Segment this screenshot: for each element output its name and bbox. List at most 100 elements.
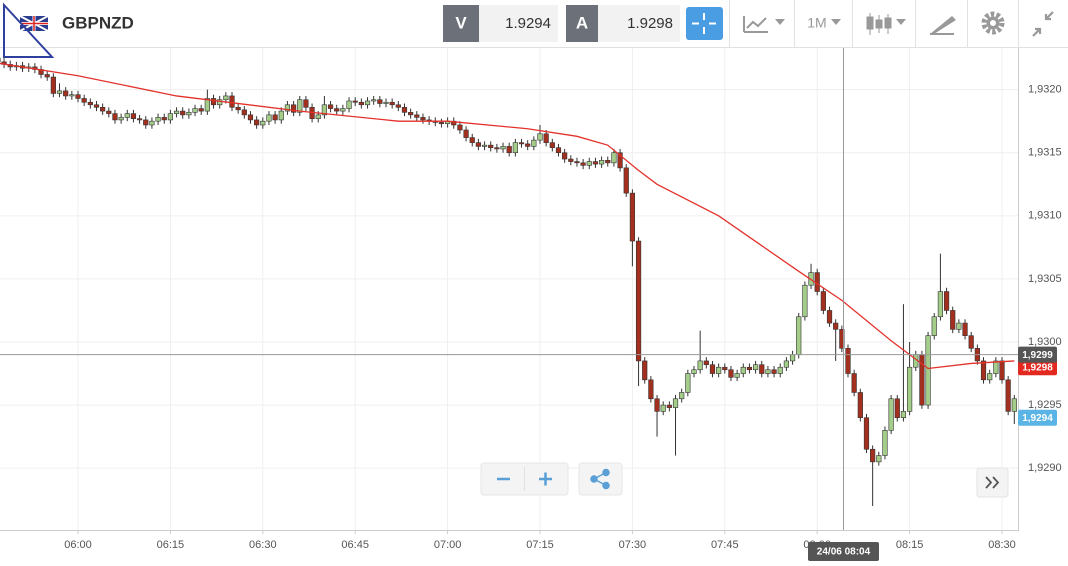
collapse-button[interactable]: [1032, 11, 1054, 37]
settings-button[interactable]: [981, 11, 1005, 35]
candle-body: [481, 144, 488, 147]
scroll-latest-button[interactable]: [976, 467, 1009, 498]
candle-body: [254, 119, 260, 126]
x-tick-label: 06:00: [64, 539, 92, 551]
crosshair-time: 24/06 08:04: [817, 547, 871, 558]
y-tick-label: 1,9300: [1028, 336, 1062, 348]
candle-body: [728, 369, 734, 378]
candle-body: [457, 124, 463, 131]
candle-body: [906, 366, 913, 412]
candle-body: [740, 366, 746, 374]
candle-body: [44, 74, 50, 78]
candle-body: [586, 161, 592, 166]
candle-body: [124, 113, 130, 118]
drawing-triangle[interactable]: [3, 2, 55, 58]
candle-body: [414, 114, 420, 118]
candle-body: [463, 129, 469, 138]
candle-body: [100, 107, 106, 112]
candle-body: [266, 114, 272, 122]
candle-body: [50, 76, 56, 94]
candle-body: [870, 448, 876, 463]
candle-body: [802, 284, 808, 318]
zoom-controls: [480, 462, 623, 496]
price-tag-label: 1,9299: [1022, 350, 1053, 361]
candle-body: [987, 373, 993, 381]
draw-tool-button[interactable]: [930, 16, 956, 35]
candle-body: [562, 152, 568, 160]
candle-body: [660, 404, 666, 412]
candle-body: [112, 113, 118, 121]
candle-body: [537, 133, 543, 141]
x-tick-label: 06:15: [157, 539, 185, 551]
candle-body: [284, 104, 291, 112]
share-button[interactable]: [578, 462, 623, 496]
candle-body: [438, 122, 445, 125]
candle-body: [765, 369, 771, 374]
candle-body: [106, 110, 112, 114]
candle-body: [389, 101, 395, 106]
bid-box[interactable]: V 1.9294: [443, 5, 558, 42]
candle-body: [290, 104, 297, 113]
ask-label: A: [576, 13, 588, 32]
candle-body: [235, 107, 241, 111]
candle-body: [629, 192, 635, 242]
candle-body: [512, 142, 518, 154]
y-tick-label: 1,9295: [1028, 399, 1062, 411]
candle-body: [574, 161, 580, 164]
ask-box[interactable]: A 1.9298: [566, 5, 680, 42]
candle-body: [617, 152, 623, 169]
candle-body: [962, 322, 968, 336]
bid-price: 1.9294: [505, 15, 551, 32]
candle-body: [143, 119, 149, 126]
zoom-in[interactable]: [539, 472, 552, 486]
candle-body: [999, 360, 1005, 381]
candle-body: [1011, 398, 1017, 412]
candle-body: [223, 95, 229, 101]
x-tick-label: 08:15: [896, 539, 924, 551]
timeframe-button[interactable]: 1M: [807, 15, 841, 31]
candle-body: [155, 117, 161, 122]
plot-area: [0, 48, 1018, 530]
candle-body: [358, 101, 364, 106]
candle-body: [580, 162, 586, 166]
candle-body: [734, 373, 740, 378]
candle-body: [796, 316, 802, 355]
candle-body: [531, 139, 537, 147]
candle-body: [395, 104, 401, 108]
candle-body: [839, 329, 845, 349]
candle-body: [247, 114, 254, 121]
candle-body: [81, 98, 87, 103]
candle-body: [543, 133, 549, 143]
candle-body: [334, 108, 340, 112]
crosshair-button[interactable]: [686, 7, 723, 40]
share-icon: [590, 468, 610, 490]
symbol[interactable]: GBPNZD: [62, 13, 134, 32]
candle-body: [297, 99, 303, 113]
candle-body: [851, 373, 857, 393]
candle-body: [956, 322, 962, 330]
candle-body: [173, 110, 180, 114]
candle-body: [882, 430, 888, 456]
candle-body: [217, 99, 223, 106]
candle-body: [167, 113, 174, 121]
candle-style-button[interactable]: [866, 13, 906, 35]
candle-body: [198, 108, 204, 112]
candle-body: [697, 360, 703, 371]
x-tick-label: 07:30: [619, 539, 647, 551]
chart-type-button[interactable]: [743, 16, 785, 33]
candle-body: [180, 110, 186, 116]
candle-body: [709, 364, 716, 374]
y-tick-label: 1,9320: [1028, 84, 1062, 96]
x-tick-label: 06:45: [341, 539, 369, 551]
candle-body: [118, 117, 124, 121]
candle-body: [691, 369, 697, 374]
candle-body: [401, 107, 408, 113]
candle-body: [340, 108, 346, 112]
candle-body: [525, 143, 531, 147]
candle-body: [321, 104, 328, 116]
candle-body: [672, 398, 679, 408]
candle-body: [303, 99, 309, 108]
candle-body: [371, 99, 377, 102]
